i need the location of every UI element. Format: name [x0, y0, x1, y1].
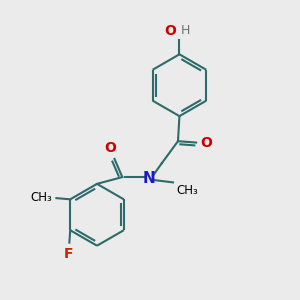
Text: CH₃: CH₃: [31, 191, 52, 204]
Text: H: H: [181, 24, 190, 37]
Text: O: O: [164, 24, 176, 38]
Text: O: O: [105, 141, 116, 155]
Text: O: O: [201, 136, 212, 150]
Text: CH₃: CH₃: [176, 184, 198, 197]
Text: N: N: [143, 171, 156, 186]
Text: F: F: [64, 247, 74, 261]
